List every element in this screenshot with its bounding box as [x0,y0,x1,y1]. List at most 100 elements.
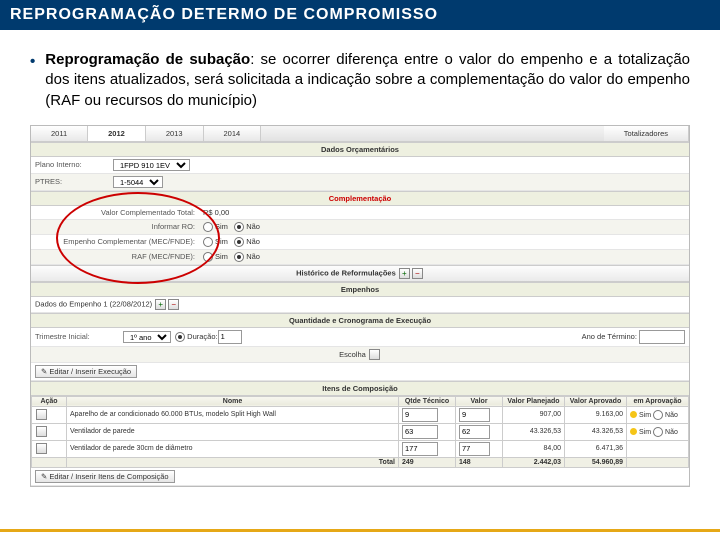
section-itens: Itens de Composição [31,381,689,396]
cell-aprov: 9.163,00 [565,406,627,423]
label-plano-interno: Plano Interno: [35,160,113,169]
slide-title-bar: REPROGRAMAÇÃO DETERMO DE COMPROMISSO [0,0,720,30]
row-editar-execucao: ✎ Editar / Inserir Execução [31,363,689,381]
radio-informar-nao[interactable] [234,222,244,232]
radio-nao[interactable] [653,410,663,420]
row-action-icon[interactable] [36,426,47,437]
historico-bar: Histórico de Reformulações [31,265,689,282]
collapse-empenho-icon[interactable] [168,299,179,310]
content-area: • Reprogramação de subação: se ocorrer d… [0,30,720,487]
cell-nome: Ventilador de parede [67,423,399,440]
section-quantidade: Quantidade e Cronograma de Execução [31,313,689,328]
btn-editar-execucao[interactable]: ✎ Editar / Inserir Execução [35,365,137,378]
label-trimestre: Trimestre Inicial: [35,332,123,341]
label-empenho-comp: Empenho Complementar (MEC/FNDE): [35,237,203,246]
year-tabs: 2011 2012 2013 2014 Totalizadores [31,126,689,142]
select-ptres[interactable]: 1-5044 [113,176,163,188]
expand-icon[interactable] [399,268,410,279]
row-editar-itens: ✎ Editar / Inserir Itens de Composição [31,468,689,486]
radio-raf-nao[interactable] [234,252,244,262]
bullet-paragraph: • Reprogramação de subação: se ocorrer d… [30,50,690,111]
radio-informar-sim[interactable] [203,222,213,232]
collapse-icon[interactable] [412,268,423,279]
title-part3: COMPROMISSO [303,6,438,23]
cell-qt[interactable] [402,442,438,456]
tab-2012[interactable]: 2012 [88,126,146,141]
escolha-icon[interactable] [369,349,380,360]
cell-plan: 907,00 [503,406,565,423]
tab-2013[interactable]: 2013 [146,126,204,141]
input-ano-termino[interactable] [639,330,685,344]
radio-empenho-sim[interactable] [203,237,213,247]
label-escolha: Escolha [339,350,366,359]
input-duracao[interactable] [218,330,242,344]
row-empenho-complementar: Empenho Complementar (MEC/FNDE): Sim Não [31,235,689,250]
cell-qt[interactable] [402,425,438,439]
itens-table: Ação Nome Qtde Técnico Valor Valor Plane… [31,396,689,468]
row-plano-interno: Plano Interno: 1FPD 910 1EV [31,157,689,174]
bullet-lead: Reprogramação de subação [45,51,250,68]
row-valor-complementado: Valor Complementado Total: R$ 0,00 [31,206,689,220]
cell-valor[interactable] [459,425,490,439]
select-plano-interno[interactable]: 1FPD 910 1EV [113,159,190,171]
th-nome: Nome [67,396,399,406]
radio-empenho-nao[interactable] [234,237,244,247]
row-escolha: Escolha [31,347,689,363]
label-duracao: Duração: [187,332,217,341]
status-dot-icon [630,411,637,418]
section-dados-orcamentarios: Dados Orçamentários [31,142,689,157]
cell-nome: Aparelho de ar condicionado 60.000 BTUs,… [67,406,399,423]
section-complementacao: Complementação [31,191,689,206]
empenho-info: Dados do Empenho 1 (22/08/2012) [35,299,152,308]
cell-total-plan: 2.442,03 [503,457,565,467]
cell-plan: 84,00 [503,440,565,457]
tab-2011[interactable]: 2011 [31,126,88,141]
th-qt: Qtde Técnico [399,396,456,406]
label-informar-ro: Informar RO: [35,222,203,231]
label-ptres: PTRES: [35,177,113,186]
expand-empenho-icon[interactable] [155,299,166,310]
tab-totalizadores[interactable]: Totalizadores [604,126,689,141]
btn-editar-itens[interactable]: ✎ Editar / Inserir Itens de Composição [35,470,175,483]
th-valor-aprov: Valor Aprovado [565,396,627,406]
row-dados-empenho: Dados do Empenho 1 (22/08/2012) [31,297,689,313]
table-row: Aparelho de ar condicionado 60.000 BTUs,… [32,406,689,423]
table-row: Ventilador de parede 30cm de diâmetro 84… [32,440,689,457]
label-valor-comp: Valor Complementado Total: [35,208,203,217]
cell-valor[interactable] [459,408,490,422]
table-total-row: Total 249 148 2.442,03 54.960,89 [32,457,689,467]
bullet-marker: • [30,52,35,72]
label-ano-termino: Ano de Término: [582,332,637,341]
table-header-row: Ação Nome Qtde Técnico Valor Valor Plane… [32,396,689,406]
row-action-icon[interactable] [36,409,47,420]
footer-accent-stripe [0,529,720,532]
th-acao: Ação [32,396,67,406]
cell-total-label: Total [67,457,399,467]
row-informar-ro: Informar RO: Sim Não [31,220,689,235]
cell-qt[interactable] [402,408,438,422]
radio-nao[interactable] [653,427,663,437]
cell-aprov: 43.326,53 [565,423,627,440]
cell-total-aprov: 54.960,89 [565,457,627,467]
row-action-icon[interactable] [36,443,47,454]
select-trimestre[interactable]: 1º ano [123,331,171,343]
app-screenshot: 2011 2012 2013 2014 Totalizadores Dados … [30,125,690,487]
table-row: Ventilador de parede 43.326,53 43.326,53… [32,423,689,440]
cell-plan: 43.326,53 [503,423,565,440]
screenshot-wrap: 2011 2012 2013 2014 Totalizadores Dados … [30,125,690,487]
bullet-body: Reprogramação de subação: se ocorrer dif… [45,50,690,111]
radio-duracao[interactable] [175,332,185,342]
cell-valor[interactable] [459,442,490,456]
value-valor-comp: R$ 0,00 [203,208,685,217]
historico-label: Histórico de Reformulações [296,268,396,277]
section-empenhos: Empenhos [31,282,689,297]
radio-raf-sim[interactable] [203,252,213,262]
tab-2014[interactable]: 2014 [204,126,262,141]
th-valor: Valor [456,396,503,406]
th-valor-plan: Valor Planejado [503,396,565,406]
label-raf: RAF (MEC/FNDE): [35,252,203,261]
row-raf: RAF (MEC/FNDE): Sim Não [31,250,689,265]
th-em-aprov: em Aprovação [627,396,689,406]
cell-aprov: 6.471,36 [565,440,627,457]
title-part1: REPROGRAMAÇÃO DE [10,6,206,23]
